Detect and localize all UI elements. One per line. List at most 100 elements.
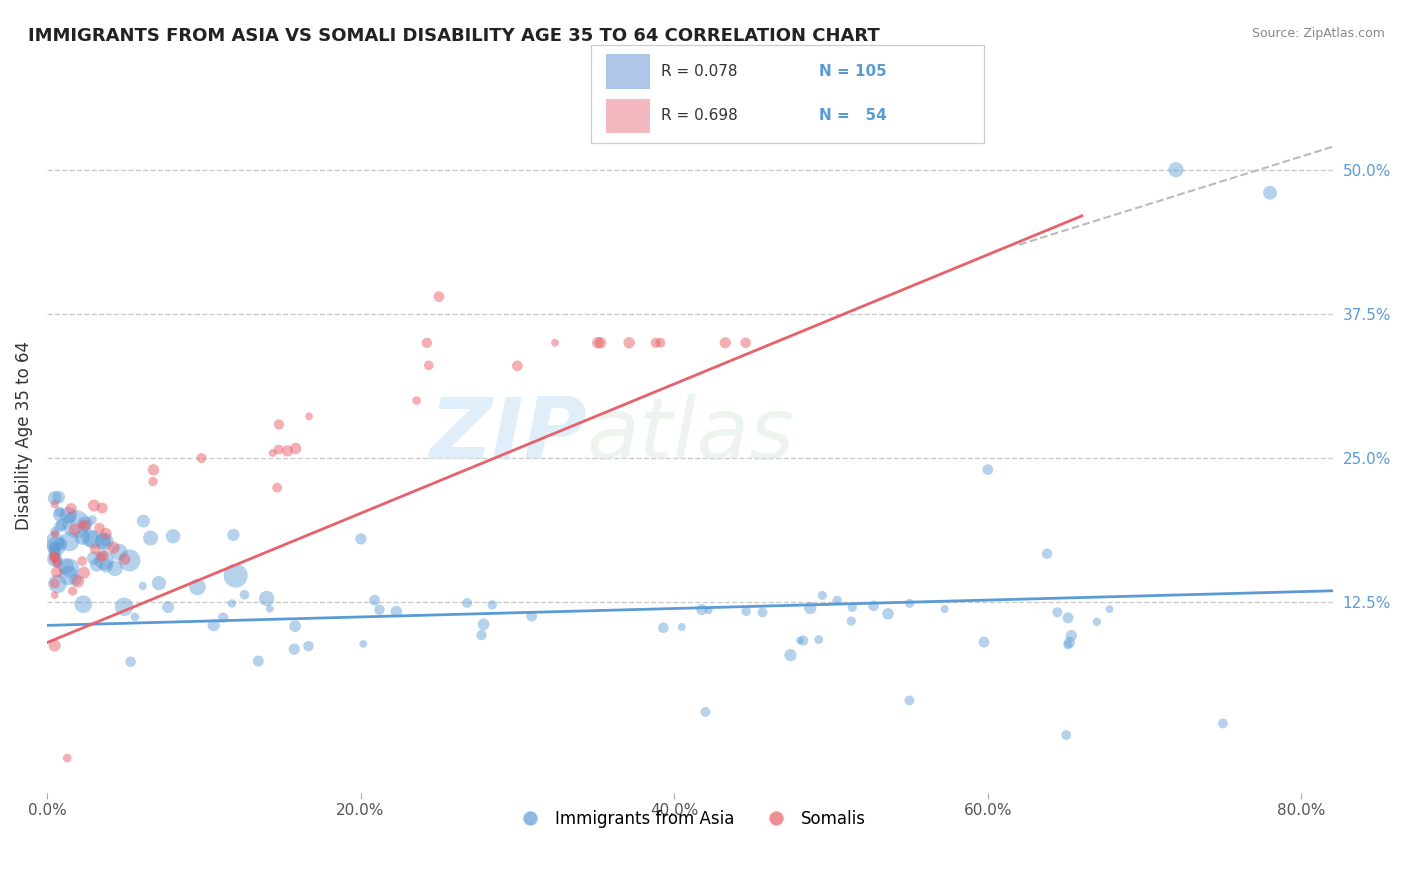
Point <box>1085 615 1108 629</box>
Point <box>48 490 70 504</box>
Point <box>472 617 495 632</box>
Point <box>934 602 956 616</box>
Point <box>898 693 921 707</box>
Point <box>262 446 284 460</box>
Point <box>44 542 66 557</box>
Point <box>46 555 69 569</box>
Point <box>75 516 97 531</box>
Point <box>59 510 82 524</box>
Point <box>157 600 180 615</box>
Point <box>1046 605 1069 619</box>
Point <box>45 539 67 553</box>
Point <box>44 552 66 566</box>
Point <box>91 501 114 516</box>
Point <box>86 558 108 573</box>
Point <box>284 442 307 456</box>
Point <box>735 604 758 618</box>
Point <box>259 602 281 616</box>
Point <box>142 475 165 489</box>
Point <box>58 508 80 523</box>
Point <box>233 588 256 602</box>
Point <box>44 549 66 564</box>
Point <box>283 642 305 657</box>
Point <box>297 639 319 653</box>
Point <box>1057 638 1080 652</box>
Point <box>1059 635 1081 649</box>
Point <box>898 596 921 610</box>
Point <box>70 554 93 568</box>
Point <box>350 532 373 546</box>
Point <box>44 550 66 565</box>
Point <box>142 463 165 477</box>
Point <box>62 584 84 599</box>
Point <box>67 574 90 589</box>
Point <box>55 559 77 574</box>
Point <box>83 499 105 513</box>
Point <box>807 632 830 647</box>
Point <box>44 552 66 566</box>
Point <box>93 553 115 567</box>
Point <box>418 359 440 373</box>
Point <box>83 551 105 566</box>
Point <box>825 593 848 607</box>
Point <box>114 552 136 566</box>
Point <box>779 648 801 662</box>
Text: IMMIGRANTS FROM ASIA VS SOMALI DISABILITY AGE 35 TO 64 CORRELATION CHART: IMMIGRANTS FROM ASIA VS SOMALI DISABILIT… <box>28 27 880 45</box>
Text: N =   54: N = 54 <box>818 108 887 123</box>
Point <box>72 530 94 544</box>
Point <box>89 521 111 535</box>
Point <box>650 335 672 350</box>
Point <box>1212 716 1234 731</box>
Point <box>202 618 225 632</box>
Point <box>1036 547 1059 561</box>
Point <box>267 442 290 457</box>
Point <box>811 589 834 603</box>
Point <box>212 610 235 624</box>
Point <box>58 568 80 582</box>
Point <box>48 520 70 534</box>
Point <box>298 409 321 424</box>
Point <box>48 505 70 519</box>
Point <box>416 335 439 350</box>
Point <box>46 557 69 571</box>
Point <box>690 602 713 616</box>
Text: atlas: atlas <box>586 393 794 476</box>
Point <box>617 335 640 350</box>
Point <box>139 531 162 545</box>
Point <box>90 549 112 564</box>
Point <box>48 508 70 522</box>
Point <box>96 558 118 573</box>
Point <box>44 540 66 554</box>
Text: ZIP: ZIP <box>429 393 586 476</box>
Point <box>73 566 96 580</box>
Point <box>59 561 82 575</box>
Point <box>148 576 170 591</box>
Point <box>93 534 115 549</box>
Point <box>520 609 543 624</box>
Point <box>1164 162 1187 177</box>
Point <box>877 607 900 621</box>
Point <box>91 549 114 563</box>
Text: R = 0.078: R = 0.078 <box>661 64 738 79</box>
Point <box>44 547 66 561</box>
Point <box>751 606 773 620</box>
Point <box>190 451 212 466</box>
Point <box>221 597 243 611</box>
Point <box>94 526 117 541</box>
Point <box>247 654 270 668</box>
Point <box>586 335 609 350</box>
Point <box>132 579 155 593</box>
Point <box>108 545 131 559</box>
Point <box>652 621 675 635</box>
Point <box>266 481 288 495</box>
Point <box>162 529 184 543</box>
Point <box>1057 611 1080 625</box>
Point <box>256 591 278 606</box>
Point <box>792 633 814 648</box>
Point <box>72 597 94 611</box>
Point <box>644 335 666 350</box>
Bar <box>606 54 650 89</box>
Point <box>385 605 408 619</box>
Point <box>44 527 66 541</box>
Point <box>1098 602 1121 616</box>
